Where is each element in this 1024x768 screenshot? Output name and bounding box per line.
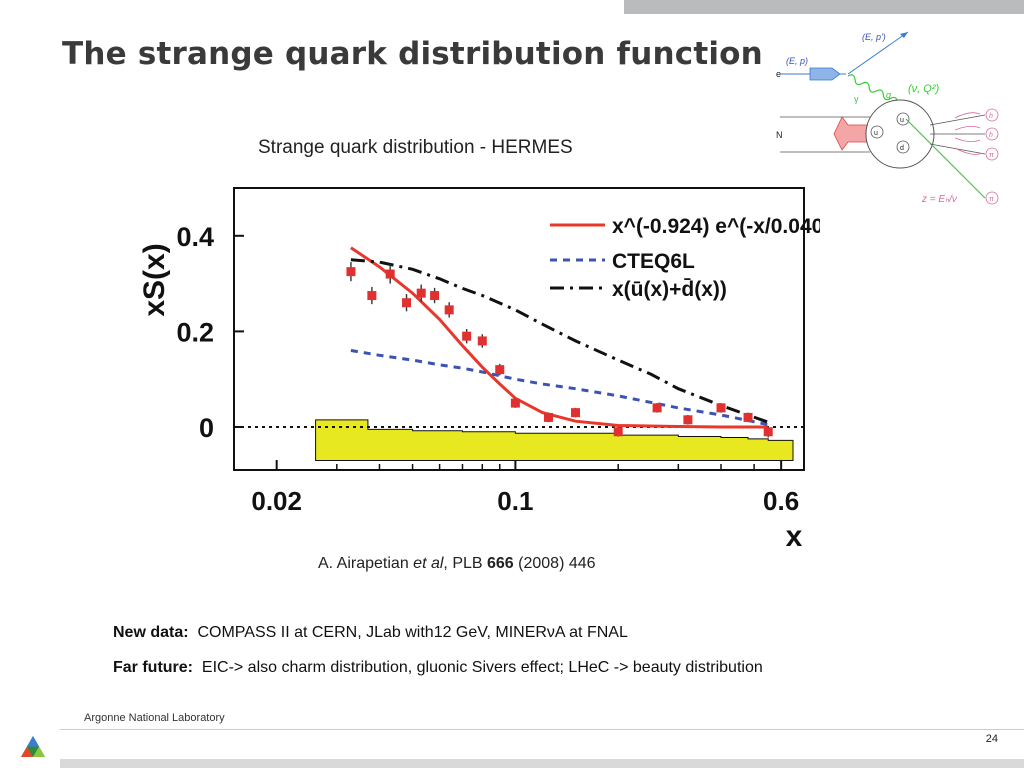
argonne-logo-icon bbox=[21, 736, 45, 757]
y-tick-label-0: 0 bbox=[199, 413, 214, 443]
quark-d bbox=[896, 140, 910, 154]
data-point-8 bbox=[477, 336, 487, 346]
series-line-2 bbox=[350, 258, 769, 424]
citation-journal: , PLB bbox=[443, 555, 487, 572]
label-virtual: (ν, Q²) bbox=[908, 83, 939, 95]
data-point-2 bbox=[385, 269, 395, 279]
legend-label-0: x^(-0.924) e^(-x/0.0404) (1-x) bbox=[612, 215, 820, 238]
legend-label-2: x(ū(x)+d̄(x)) bbox=[612, 278, 727, 301]
data-point-3 bbox=[402, 298, 412, 308]
x-tick-label-1: 0.1 bbox=[497, 486, 533, 516]
label-quark-d: d bbox=[900, 145, 904, 152]
label-hadron4: π bbox=[989, 196, 994, 203]
slide-title: The strange quark distribution function bbox=[62, 36, 763, 72]
photon-line bbox=[847, 74, 899, 103]
data-point-5 bbox=[430, 291, 440, 301]
x-tick-label-0: 0.02 bbox=[251, 486, 302, 516]
data-point-0 bbox=[346, 267, 356, 277]
data-point-18 bbox=[763, 427, 773, 437]
note-new-data-label: New data: bbox=[113, 624, 189, 641]
data-point-17 bbox=[743, 412, 753, 422]
footer-divider bbox=[60, 729, 1024, 730]
data-point-13 bbox=[613, 427, 623, 437]
label-hadron2: h bbox=[989, 132, 993, 139]
y-axis-label: xS(x) bbox=[138, 243, 171, 316]
label-z-formula: z = Eₕ/ν bbox=[921, 194, 957, 205]
data-point-1 bbox=[367, 291, 377, 301]
note-new-data: New data: COMPASS II at CERN, JLab with1… bbox=[113, 624, 628, 642]
label-hadron1: h bbox=[989, 113, 993, 120]
label-out-lepton: (E, p') bbox=[862, 32, 886, 42]
y-tick-label-2: 0.4 bbox=[176, 222, 214, 252]
x-tick-label-2: 0.6 bbox=[763, 486, 799, 516]
data-point-15 bbox=[683, 415, 693, 425]
hadron-1 bbox=[985, 108, 999, 122]
citation-etal: et al bbox=[413, 555, 444, 572]
citation-volume: 666 bbox=[487, 555, 514, 572]
legend-label-1: CTEQ6L bbox=[612, 250, 695, 273]
data-point-14 bbox=[652, 403, 662, 413]
quark-u-right bbox=[896, 112, 910, 126]
citation-author: A. Airapetian bbox=[318, 555, 414, 572]
hadron-2 bbox=[985, 127, 999, 141]
nucleon-arrow bbox=[833, 116, 869, 151]
data-point-7 bbox=[462, 331, 472, 341]
label-electron: e bbox=[776, 69, 781, 79]
data-point-16 bbox=[716, 403, 726, 413]
outgoing-lepton-line bbox=[847, 31, 909, 75]
citation-rest: (2008) 446 bbox=[513, 555, 596, 572]
citation: A. Airapetian et al, PLB 666 (2008) 446 bbox=[318, 555, 596, 573]
label-photon: γ bbox=[854, 94, 859, 104]
hadron-4 bbox=[985, 191, 999, 205]
note-far-future-label: Far future: bbox=[113, 659, 193, 676]
page-number: 24 bbox=[985, 733, 998, 745]
label-quark-u1: u bbox=[874, 130, 878, 137]
chart-subtitle: Strange quark distribution - HERMES bbox=[258, 137, 573, 158]
label-hadron3: π bbox=[989, 152, 994, 159]
note-new-data-text: COMPASS II at CERN, JLab with12 GeV, MIN… bbox=[197, 624, 628, 641]
incoming-lepton-arrow bbox=[809, 67, 841, 81]
label-nucleon: N bbox=[776, 130, 783, 140]
footer-organization: Argonne National Laboratory bbox=[84, 712, 225, 724]
label-in-lepton: (E, p) bbox=[786, 56, 808, 66]
note-far-future-text: EIC-> also charm distribution, gluonic S… bbox=[201, 659, 763, 676]
data-point-12 bbox=[571, 408, 581, 418]
quark-u-left bbox=[870, 125, 884, 139]
data-point-11 bbox=[543, 412, 553, 422]
footer-bar bbox=[60, 759, 1024, 768]
hadron-3 bbox=[985, 147, 999, 161]
note-far-future: Far future: EIC-> also charm distributio… bbox=[113, 659, 763, 677]
label-q: q bbox=[886, 90, 891, 100]
systematic-band bbox=[315, 419, 794, 461]
y-tick-label-1: 0.2 bbox=[176, 317, 214, 347]
sidis-diagram: (E, p') (E, p) e N γ q (ν, Q²) u u d h h… bbox=[776, 31, 999, 205]
data-point-6 bbox=[444, 305, 454, 315]
x-axis-label: x bbox=[786, 520, 803, 552]
data-point-4 bbox=[416, 288, 426, 298]
label-quark-u2: u bbox=[900, 117, 904, 124]
data-point-10 bbox=[510, 398, 520, 408]
strange-quark-chart: 0.02 0.1 0.6 0 0.2 0.4 x^(-0.924) e^(-x/0.040… bbox=[138, 187, 820, 552]
top-decoration-bar bbox=[624, 0, 1024, 14]
data-point-9 bbox=[495, 365, 505, 375]
